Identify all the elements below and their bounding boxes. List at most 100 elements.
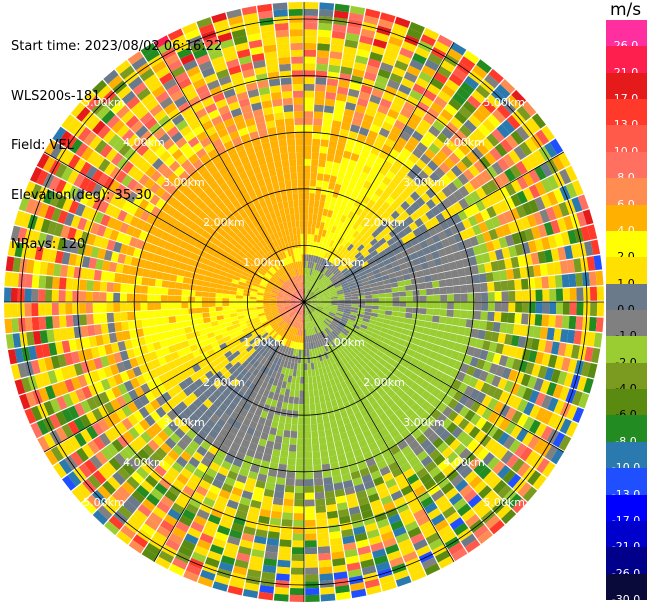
velocity-gate	[494, 291, 502, 302]
velocity-gate	[276, 428, 284, 437]
velocity-gate	[372, 342, 381, 350]
velocity-gate	[308, 282, 312, 290]
velocity-gate	[306, 289, 309, 296]
velocity-gate	[461, 156, 473, 169]
velocity-gate	[128, 426, 140, 440]
velocity-gate	[326, 209, 334, 218]
velocity-gate	[263, 334, 271, 341]
velocity-gate	[401, 359, 411, 369]
velocity-gate	[537, 365, 548, 379]
velocity-gate	[437, 230, 447, 241]
velocity-gate	[277, 365, 283, 374]
velocity-gate	[342, 150, 352, 160]
velocity-gate	[308, 306, 314, 313]
velocity-gate	[331, 248, 338, 257]
velocity-gate	[262, 453, 272, 463]
velocity-gate	[494, 143, 508, 157]
velocity-gate	[466, 310, 475, 320]
velocity-gate	[295, 376, 301, 384]
velocity-gate	[481, 292, 489, 302]
velocity-gate	[314, 255, 319, 264]
velocity-gate	[178, 380, 189, 391]
velocity-gate	[364, 291, 372, 296]
velocity-gate	[372, 328, 381, 335]
velocity-gate	[309, 328, 313, 336]
velocity-gate	[484, 74, 500, 89]
velocity-gate	[461, 435, 474, 448]
velocity-gate	[486, 94, 501, 109]
velocity-gate	[348, 435, 358, 445]
velocity-gate	[195, 369, 205, 379]
velocity-gate	[343, 479, 354, 489]
velocity-gate	[402, 273, 411, 281]
velocity-gate	[126, 476, 140, 490]
velocity-gate	[514, 279, 522, 291]
velocity-gate	[363, 284, 371, 289]
velocity-gate	[309, 349, 313, 357]
velocity-gate	[267, 368, 274, 377]
velocity-gate	[484, 438, 498, 452]
velocity-gate	[316, 280, 323, 287]
velocity-gate	[233, 516, 246, 526]
velocity-gate	[351, 238, 359, 247]
velocity-gate	[527, 375, 538, 390]
velocity-gate	[477, 123, 491, 137]
velocity-gate	[108, 457, 122, 471]
velocity-gate	[154, 482, 168, 496]
velocity-gate	[397, 280, 405, 287]
velocity-gate	[318, 429, 326, 438]
velocity-gate	[248, 506, 261, 516]
velocity-gate	[329, 392, 336, 401]
velocity-gate	[447, 48, 463, 62]
velocity-gate	[384, 49, 399, 60]
velocity-gate	[528, 184, 541, 199]
velocity-gate	[357, 329, 365, 336]
velocity-gate	[269, 339, 276, 347]
velocity-gate	[260, 431, 269, 441]
velocity-gate	[475, 417, 487, 430]
velocity-gate	[140, 523, 156, 537]
velocity-gate	[383, 319, 391, 325]
velocity-gate	[232, 350, 241, 358]
velocity-gate	[342, 312, 351, 317]
velocity-gate	[201, 291, 210, 298]
velocity-gate	[561, 315, 570, 329]
velocity-gate	[246, 426, 256, 436]
velocity-gate	[117, 435, 130, 448]
velocity-gate	[183, 270, 192, 278]
velocity-gate	[260, 357, 267, 365]
velocity-gate	[262, 495, 274, 505]
velocity-gate	[176, 275, 184, 283]
velocity-gate	[354, 532, 368, 542]
velocity-gate	[342, 287, 351, 292]
velocity-gate	[404, 158, 415, 170]
velocity-gate	[555, 302, 564, 315]
velocity-gate	[433, 454, 446, 466]
velocity-gate	[253, 384, 261, 394]
velocity-gate	[312, 262, 317, 270]
velocity-gate	[298, 417, 304, 425]
velocity-gate	[444, 348, 454, 358]
velocity-gate	[496, 104, 511, 119]
velocity-gate	[514, 218, 525, 232]
velocity-gate	[209, 544, 224, 555]
velocity-gate	[437, 525, 453, 538]
velocity-gate	[395, 195, 405, 206]
velocity-gate	[186, 367, 196, 377]
velocity-gate	[296, 451, 304, 459]
velocity-gate	[390, 374, 400, 384]
velocity-gate	[412, 461, 425, 474]
velocity-gate	[393, 496, 407, 508]
velocity-gate	[335, 495, 347, 504]
velocity-gate	[277, 319, 284, 325]
velocity-gate	[327, 284, 335, 290]
velocity-gate	[249, 326, 257, 333]
velocity-gate	[441, 84, 456, 98]
velocity-gate	[337, 191, 346, 200]
velocity-gate	[339, 128, 350, 138]
velocity-gate	[192, 491, 205, 503]
velocity-gate	[306, 315, 310, 322]
velocity-gate	[571, 344, 581, 359]
velocity-gate	[434, 519, 449, 532]
velocity-gate	[482, 490, 497, 504]
